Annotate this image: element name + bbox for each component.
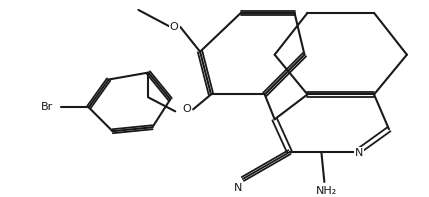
Text: O: O — [183, 104, 191, 114]
Text: N: N — [234, 183, 242, 193]
Text: Br: Br — [41, 102, 53, 112]
Text: N: N — [355, 148, 363, 158]
Text: NH₂: NH₂ — [316, 186, 337, 196]
Text: O: O — [170, 22, 178, 32]
